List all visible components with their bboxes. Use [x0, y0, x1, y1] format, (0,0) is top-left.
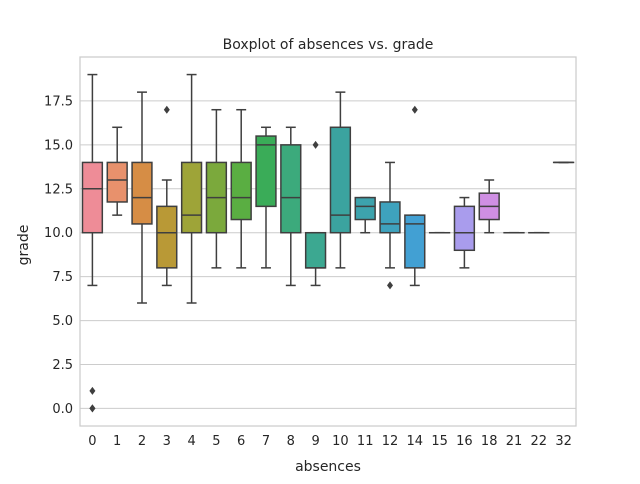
x-tick-label: 0	[88, 434, 96, 449]
x-tick-label: 5	[212, 434, 220, 449]
box-iqr	[107, 162, 127, 202]
box-iqr	[256, 136, 276, 206]
box-iqr	[82, 162, 102, 232]
x-tick-label: 14	[407, 434, 424, 449]
y-tick-label: 15.0	[44, 138, 73, 153]
box-iqr	[380, 202, 400, 233]
x-tick-label: 15	[431, 434, 448, 449]
box-iqr	[454, 206, 474, 250]
box-iqr	[330, 127, 350, 232]
x-tick-label: 18	[481, 434, 498, 449]
x-tick-label: 3	[163, 434, 171, 449]
x-tick-label: 32	[555, 434, 572, 449]
box-iqr	[405, 215, 425, 268]
box-iqr	[132, 162, 152, 224]
x-tick-label: 9	[311, 434, 319, 449]
x-tick-label: 22	[531, 434, 548, 449]
x-tick-label: 12	[382, 434, 399, 449]
x-tick-label: 4	[187, 434, 195, 449]
box-iqr	[231, 162, 251, 219]
box-iqr	[182, 162, 202, 232]
y-tick-label: 7.5	[52, 270, 73, 285]
y-tick-label: 0.0	[52, 402, 73, 417]
x-tick-label: 7	[262, 434, 270, 449]
x-tick-label: 21	[506, 434, 523, 449]
y-axis-label: grade	[16, 225, 32, 266]
x-axis-label: absences	[295, 459, 361, 475]
x-tick-label: 10	[332, 434, 349, 449]
y-tick-label: 10.0	[44, 226, 73, 241]
x-tick-label: 2	[138, 434, 146, 449]
y-tick-label: 2.5	[52, 358, 73, 373]
y-tick-label: 5.0	[52, 314, 73, 329]
box-iqr	[281, 145, 301, 233]
x-tick-label: 6	[237, 434, 245, 449]
y-tick-label: 17.5	[44, 94, 73, 109]
y-tick-label: 12.5	[44, 182, 73, 197]
x-tick-label: 16	[456, 434, 473, 449]
box-iqr	[306, 233, 326, 268]
x-tick-label: 8	[287, 434, 295, 449]
box-iqr	[355, 198, 375, 220]
x-tick-label: 11	[357, 434, 374, 449]
box-iqr	[157, 206, 177, 268]
chart-title: Boxplot of absences vs. grade	[223, 37, 434, 53]
x-tick-label: 1	[113, 434, 121, 449]
